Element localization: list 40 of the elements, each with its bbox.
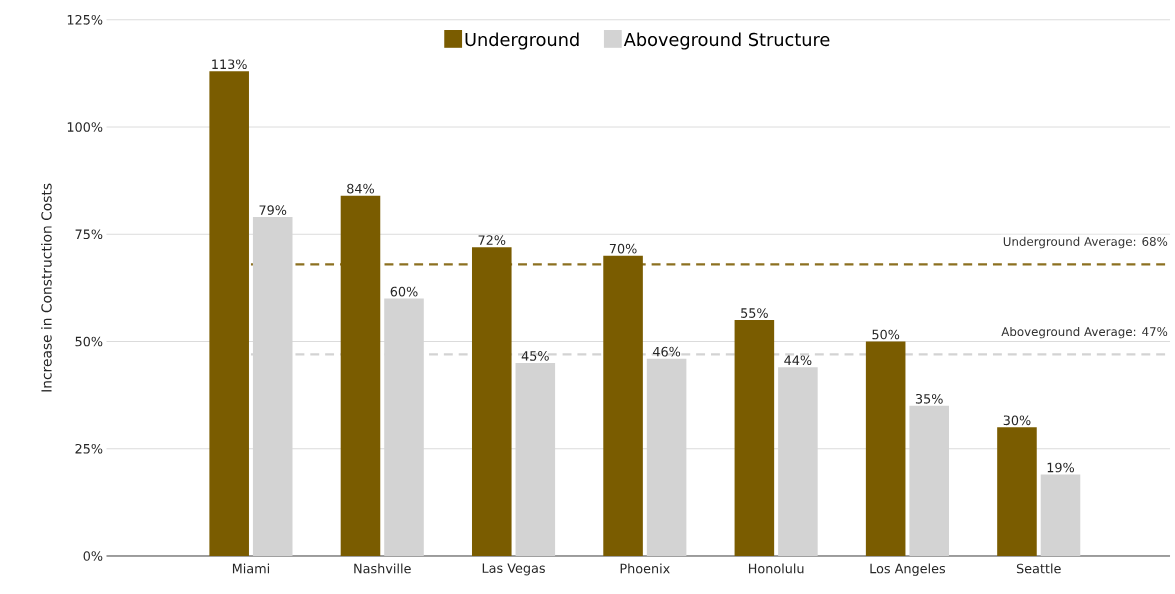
data-label: 45%	[521, 351, 549, 361]
x-tick-label: Nashville	[354, 563, 411, 574]
y-axis-title: Increase in Construction Costs	[41, 183, 52, 392]
bar	[471, 247, 512, 557]
x-tick-label: Seattle	[1016, 563, 1061, 574]
bar	[734, 320, 775, 557]
x-tick-label: Los Angeles	[870, 563, 946, 577]
bar	[209, 71, 249, 557]
y-tick-label: 75%	[75, 229, 103, 240]
y-tick-label: 25%	[75, 444, 103, 454]
data-label: 60%	[390, 286, 418, 297]
data-label: 79%	[259, 205, 287, 216]
data-label: 44%	[784, 355, 812, 366]
y-tick-label: 50%	[75, 336, 103, 347]
data-label: 84%	[347, 184, 375, 194]
data-label: 46%	[652, 347, 681, 357]
data-label: 55%	[741, 308, 768, 319]
bar	[997, 427, 1037, 557]
data-label: 30%	[1003, 415, 1031, 426]
data-label: 50%	[872, 329, 900, 340]
bar	[603, 255, 643, 557]
x-tick-label: Honolulu	[748, 563, 804, 574]
data-label: 113%	[212, 59, 247, 70]
data-label: 70%	[609, 244, 637, 254]
ref-line-label: Underground Average: 68%	[1003, 237, 1168, 249]
y-tick-label: 100%	[67, 122, 103, 133]
ref-line-label: Aboveground Average: 47%	[1001, 327, 1168, 339]
data-label: 19%	[1047, 462, 1075, 473]
y-tick-label: 125%	[67, 15, 103, 25]
data-label: 35%	[915, 394, 943, 404]
x-tick-label: Las Vegas	[482, 563, 545, 576]
legend-label: Underground	[465, 32, 579, 50]
bar	[865, 341, 906, 557]
x-tick-label: Miami	[232, 563, 270, 574]
legend-label: Aboveground Structure	[623, 32, 830, 50]
bar	[340, 195, 381, 557]
bar	[1040, 474, 1081, 557]
y-tick-label: 0%	[83, 551, 103, 562]
x-tick-label: Phoenix	[620, 563, 670, 574]
data-label: 72%	[478, 235, 506, 246]
